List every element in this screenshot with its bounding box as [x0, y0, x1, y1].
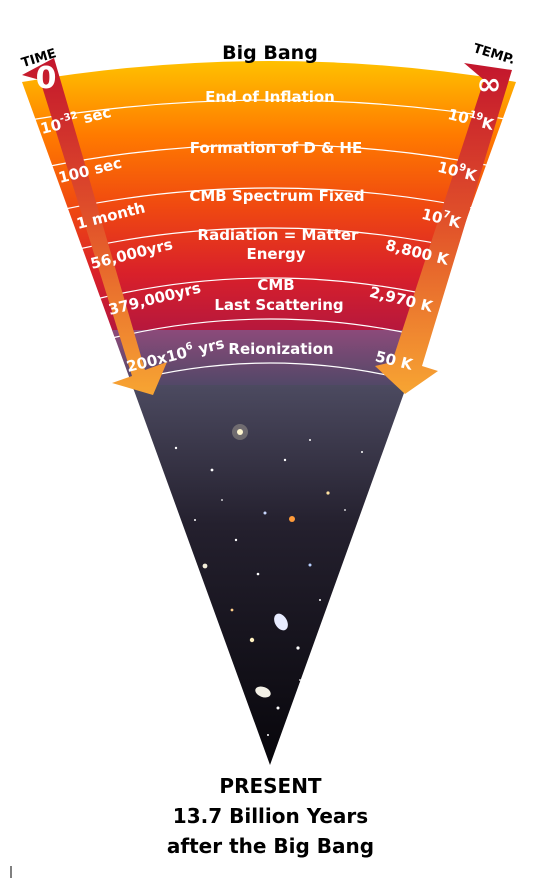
temperature-arrow — [375, 63, 512, 394]
time-zero: 0 — [36, 61, 57, 96]
era-label-reionization: Reionization — [228, 340, 333, 358]
era-dividers — [29, 99, 513, 385]
era-label-last-scattering: Last Scattering — [214, 296, 343, 314]
temperature-infinity-icon: ∞ — [477, 67, 502, 102]
era-label-radiation-matter: Radiation = Matter — [198, 226, 360, 244]
era-label-formation: Formation of D & HE — [190, 139, 362, 157]
temp-value-cmb-spectrum: 107K — [420, 204, 464, 232]
era-label-energy: Energy — [246, 245, 305, 263]
title-big-bang: Big Bang — [222, 42, 318, 64]
galaxy-field — [174, 424, 363, 736]
present-label: PRESENT — [219, 774, 322, 798]
present-age: 13.7 Billion Years — [172, 804, 369, 828]
time-arrow — [22, 58, 167, 395]
era-labels: End of Inflation Formation of D & HE CMB… — [189, 88, 364, 358]
present-caption: after the Big Bang — [166, 834, 375, 858]
era-label-cmb-spectrum: CMB Spectrum Fixed — [189, 187, 364, 205]
era-label-end-of-inflation: End of Inflation — [205, 88, 335, 106]
era-label-cmb: CMB — [257, 276, 294, 294]
temperature-header: TEMP. — [471, 41, 516, 68]
